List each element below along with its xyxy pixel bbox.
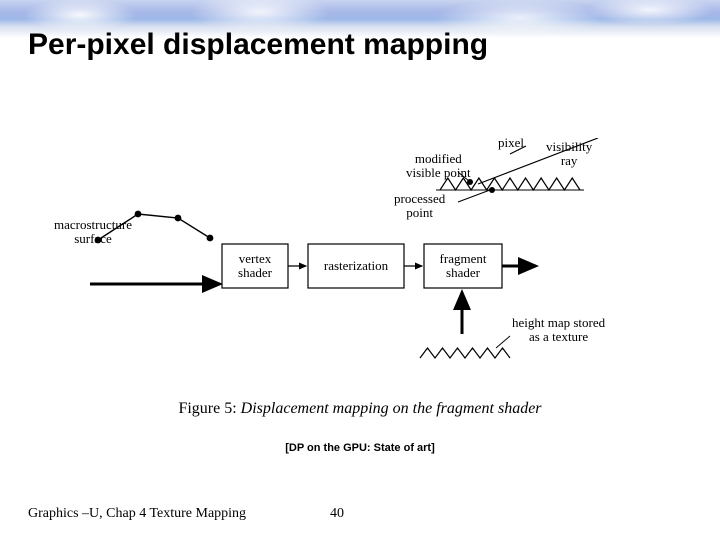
modified-visible-point-label: modifiedvisible point — [406, 152, 471, 181]
citation: [DP on the GPU: State of art] — [0, 442, 720, 454]
visibility-ray-label: visibilityray — [546, 140, 592, 169]
macrostructure-label: macrostructuresurface — [54, 218, 132, 247]
heightmap-label: height map storedas a texture — [512, 316, 605, 345]
footer-chapter: Graphics –U, Chap 4 Texture Mapping — [28, 506, 246, 522]
processed-point-label: processedpoint — [394, 192, 445, 221]
figure-text: Displacement mapping on the fragment sha… — [241, 400, 542, 417]
figure-caption: Figure 5: Displacement mapping on the fr… — [0, 400, 720, 418]
footer-page-number: 40 — [330, 506, 344, 522]
svg-text:vertexshader: vertexshader — [238, 251, 273, 280]
svg-text:fragmentshader: fragmentshader — [440, 251, 487, 280]
pixel-label: pixel — [498, 136, 524, 150]
page-title: Per-pixel displacement mapping — [28, 28, 488, 62]
svg-text:rasterization: rasterization — [324, 258, 389, 273]
pipeline-diagram: vertexshaderrasterizationfragmentshader … — [60, 138, 660, 398]
figure-label: Figure 5: — [178, 400, 236, 417]
